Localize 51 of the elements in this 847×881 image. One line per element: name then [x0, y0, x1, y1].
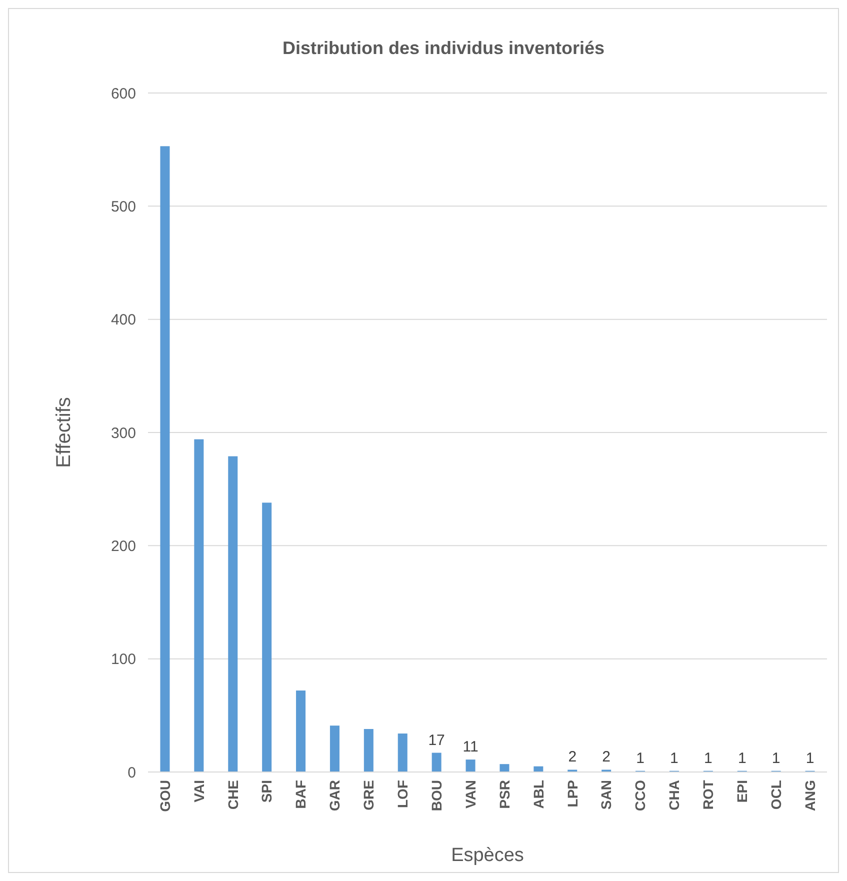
x-tick-label: ANG — [802, 780, 818, 812]
x-tick-label: OCL — [768, 780, 784, 810]
bar — [432, 752, 442, 772]
data-label: 1 — [636, 750, 644, 767]
x-axis-title: Espèces — [451, 845, 524, 866]
bar — [466, 760, 476, 772]
x-tick-label: BOU — [428, 780, 444, 812]
x-tick-label: SAN — [598, 780, 614, 810]
bar — [296, 690, 306, 772]
bar — [330, 726, 340, 772]
y-axis-title: Effectifs — [53, 397, 75, 468]
x-tick-label: BAF — [292, 780, 309, 809]
x-tick-label: GRE — [360, 780, 377, 810]
bar — [262, 502, 272, 772]
data-label: 1 — [806, 750, 814, 767]
x-tick-label: ROT — [700, 780, 716, 810]
bar — [228, 456, 238, 772]
chart-title: Distribution des individus inventoriés — [282, 38, 605, 58]
y-tick-label: 500 — [110, 198, 136, 216]
bar — [194, 439, 204, 772]
x-tick-label: GAR — [326, 780, 343, 812]
y-tick-label: 400 — [110, 312, 136, 329]
data-label: 11 — [462, 738, 478, 756]
x-tick-label: VAN — [462, 780, 478, 809]
y-tick-label: 600 — [110, 85, 136, 102]
data-label: 1 — [738, 750, 746, 767]
bar — [364, 728, 374, 772]
data-label: 1 — [772, 750, 780, 767]
x-tick-label: CHE — [224, 780, 241, 810]
bar — [398, 734, 408, 772]
x-tick-label: PSR — [496, 780, 512, 809]
x-tick-label: ABL — [530, 780, 546, 809]
bar — [500, 764, 510, 772]
x-tick-label: EPI — [734, 780, 750, 803]
x-tick-label: LPP — [564, 780, 580, 808]
x-tick-label: CHA — [666, 780, 682, 810]
data-label: 17 — [428, 732, 445, 749]
x-tick-label: SPI — [258, 780, 275, 803]
data-label: 1 — [670, 750, 678, 767]
data-label: 2 — [602, 748, 610, 766]
x-tick-label: GOU — [156, 780, 173, 812]
x-tick-label: VAI — [190, 780, 207, 802]
y-tick-label: 0 — [128, 764, 136, 782]
bar — [160, 146, 170, 772]
data-label: 1 — [704, 750, 712, 767]
y-tick-label: 200 — [110, 538, 136, 555]
x-tick-label: LOF — [394, 780, 411, 808]
data-label: 2 — [568, 748, 577, 766]
y-tick-label: 100 — [110, 651, 136, 668]
x-tick-label: CCO — [632, 780, 648, 812]
y-tick-label: 300 — [110, 424, 136, 442]
